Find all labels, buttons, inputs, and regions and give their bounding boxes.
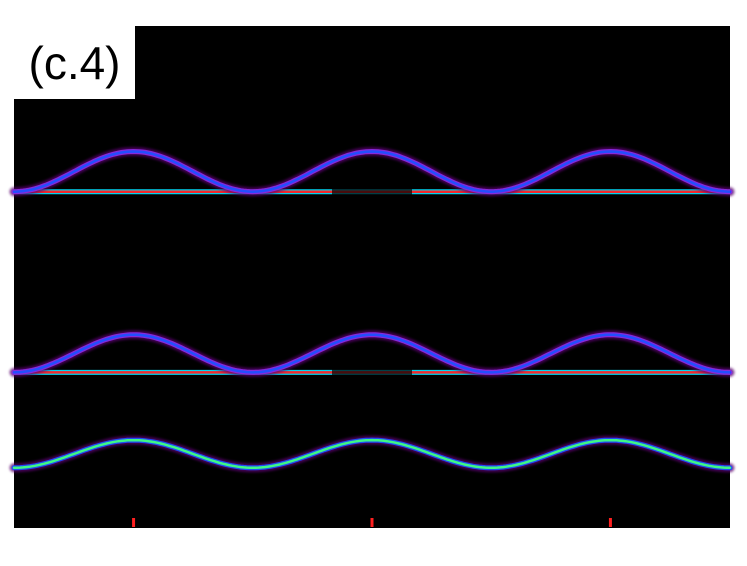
- band-middle-flat: [9, 365, 735, 380]
- x-marker-3: [608, 518, 612, 527]
- band-lower-dispersive-stroke-3: [12, 438, 732, 470]
- band-upper-dispersive-stroke-3: [12, 150, 732, 193]
- band-upper-flat-gap: [332, 184, 412, 199]
- panel-label: (c.4): [14, 26, 137, 101]
- band-upper-flat: [9, 184, 735, 199]
- band-middle-dispersive-stroke-3: [12, 333, 732, 374]
- x-markers: [132, 518, 612, 527]
- panel-label-text: (c.4): [28, 36, 121, 89]
- band-middle-flat-gap: [332, 365, 412, 380]
- band-lower-dispersive: [9, 435, 735, 473]
- band-middle-dispersive: [9, 330, 735, 377]
- x-marker-1: [132, 518, 136, 527]
- plot-background: [14, 26, 730, 528]
- band-upper-dispersive: [9, 146, 735, 197]
- bands-layer: [9, 146, 735, 473]
- x-marker-2: [370, 518, 374, 527]
